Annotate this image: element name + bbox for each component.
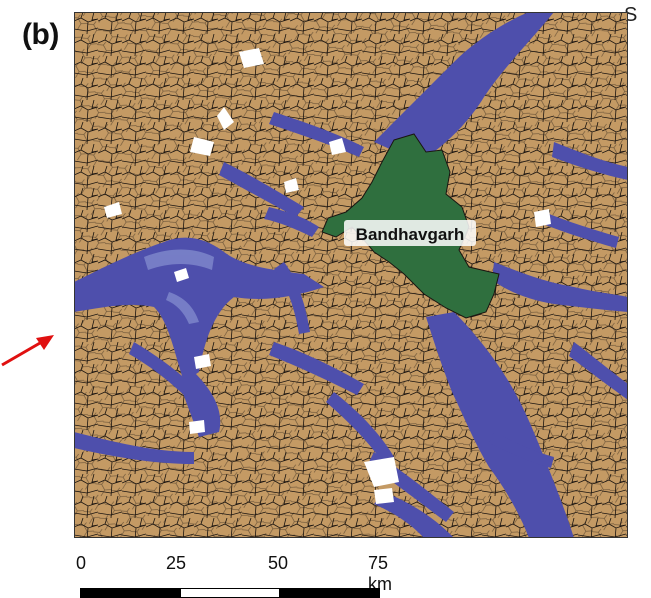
scale-bar: 0 25 50 75 km <box>70 553 392 598</box>
water-shallow <box>144 249 214 324</box>
scale-tick: 25 <box>166 553 187 573</box>
place-label-text: Bandhavgarh <box>356 225 465 244</box>
water-overlay <box>74 12 628 538</box>
map-blank-areas <box>104 48 551 504</box>
scale-tick: 50 <box>268 553 289 573</box>
panel-label: (b) <box>22 18 59 51</box>
place-label-bandhavgarh: Bandhavgarh <box>344 220 476 246</box>
scale-segment <box>280 588 380 598</box>
scale-segment <box>180 588 280 598</box>
scale-tick: 0 <box>76 553 87 573</box>
map: Bandhavgarh <box>74 12 628 538</box>
red-arrow-icon <box>1 335 54 367</box>
scale-segment <box>80 588 180 598</box>
